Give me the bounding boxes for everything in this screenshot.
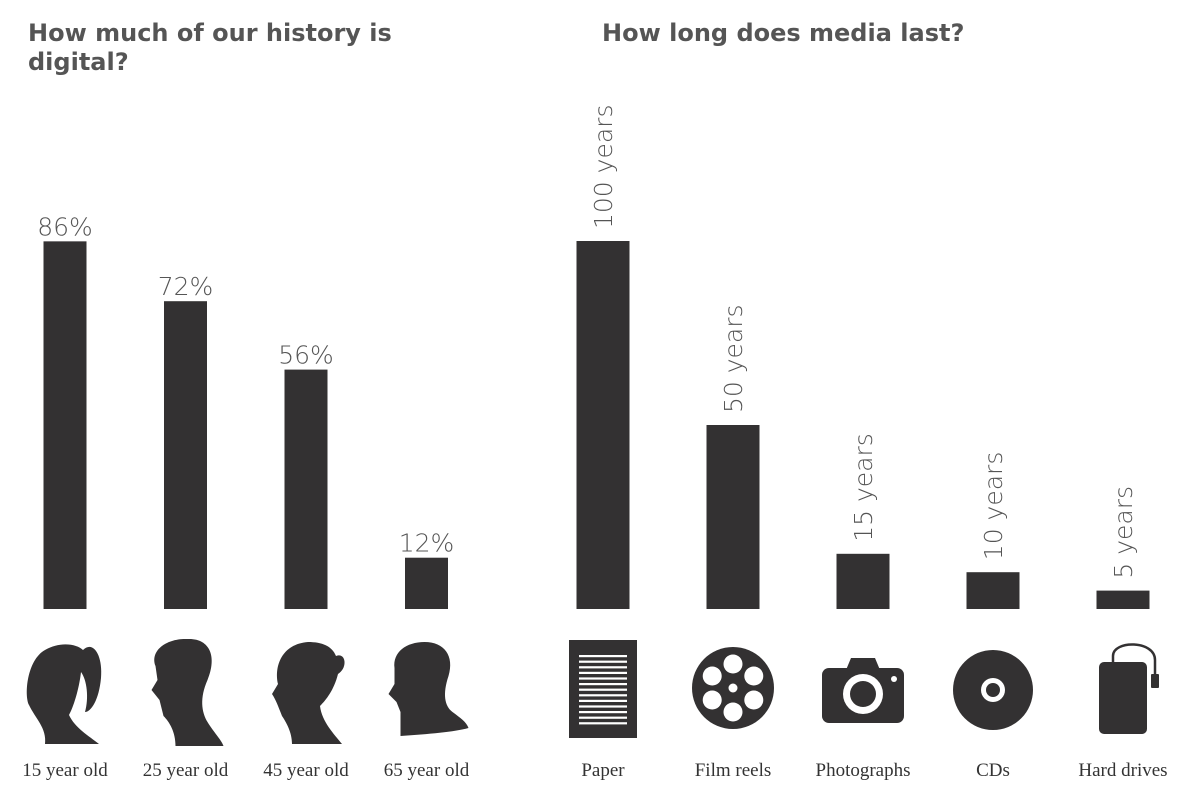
bar-25-year-old (164, 301, 207, 609)
young-man-silhouette-icon (151, 638, 224, 746)
category-label-hard-drives: Hard drives (1078, 760, 1167, 781)
category-label-photographs: Photographs (816, 760, 911, 781)
chart-title-media-lifespan: How long does media last? (602, 19, 965, 47)
girl-ponytail-silhouette-icon (26, 644, 102, 744)
hard-drive-icon (1099, 643, 1159, 734)
category-label-15-year-old: 15 year old (22, 760, 108, 781)
value-label-45-year-old: 56% (278, 341, 334, 370)
category-label-cds: CDs (976, 760, 1010, 781)
film-reel-icon (692, 647, 774, 729)
value-label-65-year-old: 12% (399, 529, 455, 558)
camera-icon (822, 658, 904, 723)
digital-history-chart: 86% 15 year old 72% 25 year old 56% 45 year o… (22, 212, 469, 781)
value-label-photographs: 15 years (849, 433, 878, 542)
woman-bun-silhouette-icon (272, 642, 345, 744)
paper-document-icon (569, 640, 637, 738)
bar-15-year-old (43, 241, 87, 609)
bar-film-reels (706, 425, 760, 609)
value-label-paper: 100 years (589, 105, 618, 229)
bar-cds (966, 572, 1020, 609)
category-label-25-year-old: 25 year old (143, 760, 229, 781)
category-label-film-reels: Film reels (695, 760, 772, 781)
value-label-film-reels: 50 years (719, 304, 748, 413)
bar-photographs (836, 553, 890, 609)
bar-hard-drives (1096, 590, 1150, 609)
category-label-45-year-old: 45 year old (263, 760, 349, 781)
value-label-cds: 10 years (979, 452, 1008, 561)
bar-paper (576, 241, 630, 609)
category-label-65-year-old: 65 year old (384, 760, 470, 781)
value-label-hard-drives: 5 years (1109, 486, 1138, 579)
older-man-silhouette-icon (388, 642, 469, 736)
media-lifespan-chart: 100 years Paper 50 years Film reels 15 years… (569, 105, 1168, 781)
bar-45-year-old (284, 369, 328, 609)
value-label-15-year-old: 86% (37, 212, 93, 241)
chart-title-digital-history: How much of our history is digital? (28, 19, 392, 76)
category-label-paper: Paper (581, 760, 625, 781)
cd-disc-icon (953, 650, 1033, 730)
bar-65-year-old (405, 557, 448, 609)
value-label-25-year-old: 72% (158, 272, 214, 301)
